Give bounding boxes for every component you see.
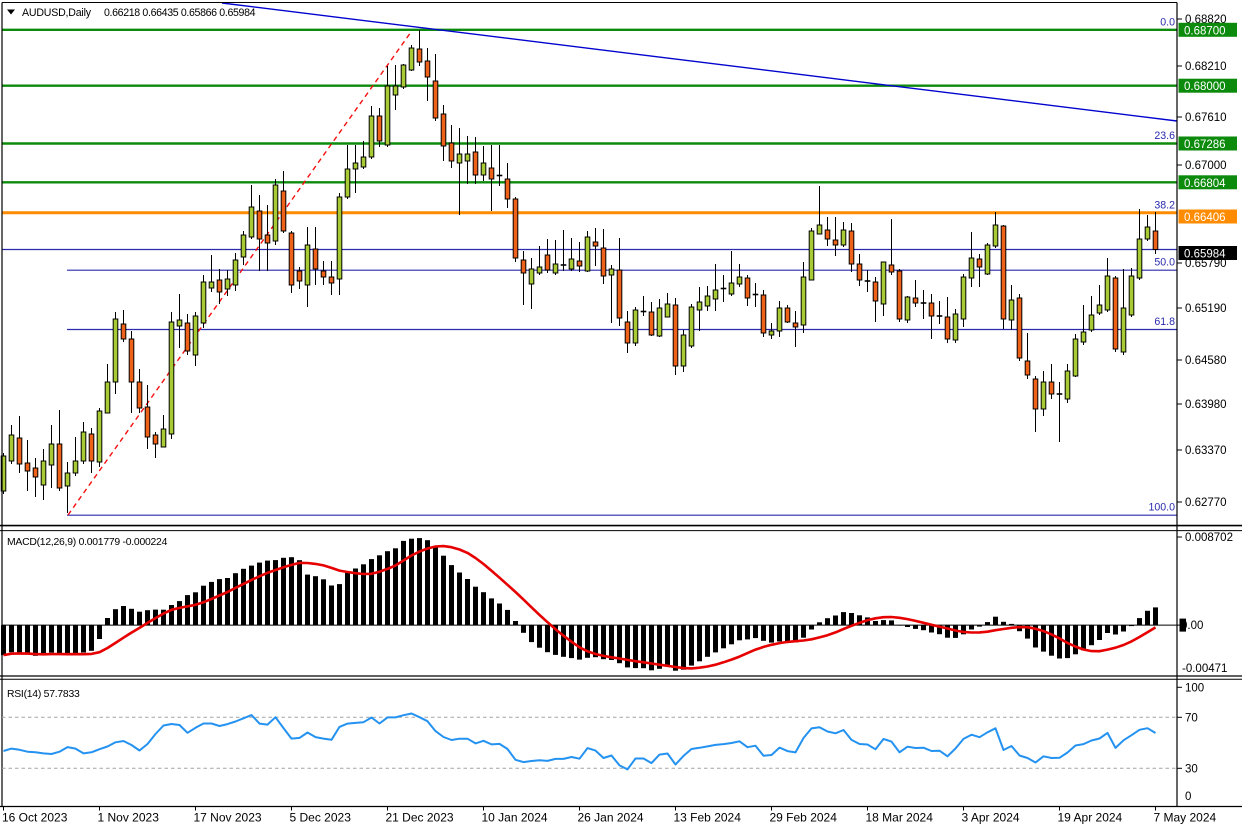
svg-text:100.0: 100.0 bbox=[1148, 502, 1175, 514]
svg-text:0.63980: 0.63980 bbox=[1185, 399, 1227, 411]
svg-text:18 Mar 2024: 18 Mar 2024 bbox=[866, 811, 934, 825]
svg-text:5 Dec 2023: 5 Dec 2023 bbox=[290, 811, 352, 825]
svg-text:10 Jan 2024: 10 Jan 2024 bbox=[482, 811, 548, 825]
svg-text:13 Feb 2024: 13 Feb 2024 bbox=[674, 811, 742, 825]
svg-text:0.67610: 0.67610 bbox=[1185, 112, 1227, 124]
svg-text:0.68210: 0.68210 bbox=[1185, 61, 1227, 73]
svg-text:19 Apr 2024: 19 Apr 2024 bbox=[1058, 811, 1123, 825]
svg-text:30: 30 bbox=[1185, 763, 1198, 775]
svg-text:1 Nov 2023: 1 Nov 2023 bbox=[98, 811, 160, 825]
svg-text:23.6: 23.6 bbox=[1154, 130, 1175, 142]
svg-text:0.65190: 0.65190 bbox=[1185, 303, 1227, 315]
svg-text:26 Jan 2024: 26 Jan 2024 bbox=[578, 811, 644, 825]
svg-text:RSI(14) 57.7833: RSI(14) 57.7833 bbox=[7, 689, 80, 700]
svg-text:70: 70 bbox=[1185, 712, 1198, 724]
svg-text:0.68000: 0.68000 bbox=[1184, 81, 1226, 93]
svg-text:38.2: 38.2 bbox=[1154, 199, 1175, 211]
svg-text:0.00: 0.00 bbox=[1181, 620, 1203, 632]
svg-text:0.65984: 0.65984 bbox=[1184, 249, 1226, 261]
svg-text:0.64580: 0.64580 bbox=[1185, 355, 1227, 367]
svg-text:0.66406: 0.66406 bbox=[1184, 212, 1226, 224]
svg-text:0: 0 bbox=[1185, 791, 1191, 803]
svg-text:AUDUSD,Daily: AUDUSD,Daily bbox=[22, 7, 92, 19]
svg-text:61.8: 61.8 bbox=[1154, 316, 1175, 328]
svg-text:0.65790: 0.65790 bbox=[1185, 258, 1227, 270]
svg-text:0.67286: 0.67286 bbox=[1184, 139, 1226, 151]
svg-text:100: 100 bbox=[1185, 682, 1204, 694]
svg-text:16 Oct 2023: 16 Oct 2023 bbox=[2, 811, 68, 825]
svg-text:0.008702: 0.008702 bbox=[1185, 532, 1233, 544]
svg-text:0.0: 0.0 bbox=[1160, 16, 1175, 28]
svg-text:0.62770: 0.62770 bbox=[1185, 497, 1227, 509]
svg-text:-0.00471: -0.00471 bbox=[1182, 663, 1227, 675]
svg-text:50.0: 50.0 bbox=[1154, 257, 1175, 269]
svg-text:0.66804: 0.66804 bbox=[1184, 178, 1226, 190]
svg-text:3 Apr 2024: 3 Apr 2024 bbox=[962, 811, 1020, 825]
svg-text:7 May 2024: 7 May 2024 bbox=[1154, 811, 1217, 825]
svg-text:0.63370: 0.63370 bbox=[1185, 445, 1227, 457]
svg-text:21 Dec 2023: 21 Dec 2023 bbox=[386, 811, 454, 825]
svg-text:0.66218 0.66435 0.65866 0.6598: 0.66218 0.66435 0.65866 0.65984 bbox=[104, 7, 256, 19]
svg-text:0.68700: 0.68700 bbox=[1184, 25, 1226, 37]
svg-text:17 Nov 2023: 17 Nov 2023 bbox=[194, 811, 262, 825]
svg-text:29 Feb 2024: 29 Feb 2024 bbox=[770, 811, 838, 825]
svg-text:0.67000: 0.67000 bbox=[1185, 160, 1227, 172]
svg-text:MACD(12,26,9) 0.001779 -0.0002: MACD(12,26,9) 0.001779 -0.000224 bbox=[7, 537, 168, 548]
